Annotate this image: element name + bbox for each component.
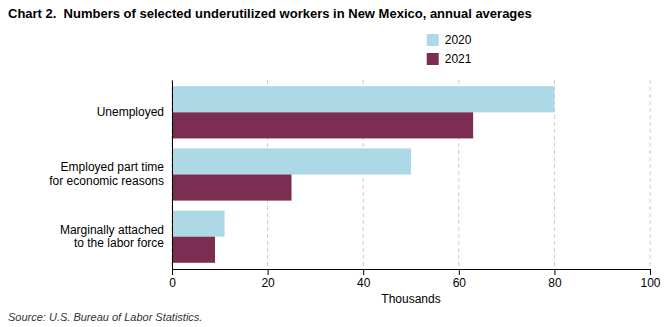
axis-line [173,270,651,276]
bar [172,237,215,263]
legend-label: 2020 [445,33,472,47]
tick: Employed part timefor economic reasons [49,160,164,188]
tick-label: Marginally attachedto the labor force [60,223,164,251]
axis-line [172,81,173,270]
x-label: Thousands [381,292,440,306]
bar [172,86,554,112]
tick-label: Employed part timefor economic reasons [49,160,164,188]
tick: 0 [169,269,176,290]
legend-label: 2021 [445,52,472,66]
legend-swatch [427,34,439,46]
tick-mark [459,269,460,275]
tick: 80 [548,269,562,290]
legend-item: 2020 [427,33,472,47]
tick-label: Unemployed [97,105,164,119]
title: Chart 2. Numbers of selected underutiliz… [8,6,532,21]
tick-label: 80 [548,276,562,290]
bar [172,175,292,201]
series [172,112,473,262]
tick: 40 [357,269,371,290]
grid [172,80,650,269]
bar [172,112,473,138]
source: Source: U.S. Bureau of Labor Statistics. [8,311,202,323]
tick-mark [172,269,173,275]
tick: 100 [640,269,660,290]
tick-mark [554,269,555,275]
tick: Unemployed [97,105,164,119]
legend-item: 2021 [427,52,472,66]
tick: 20 [261,269,275,290]
plot: 0 20 40 60 80 100 Thousands Marginally attached… [49,80,661,306]
tick-label: 0 [169,276,176,290]
y-axis: Marginally attachedto the labor force Emp… [49,81,172,270]
tick-mark [363,269,364,275]
series [172,86,554,236]
grid-line [172,80,173,269]
bars [172,86,554,263]
tick-label: 40 [357,276,371,290]
grid-line [650,80,651,269]
tick: Marginally attachedto the labor force [60,223,164,251]
bar [172,211,225,237]
bar [172,148,411,174]
tick-label: 20 [261,276,275,290]
x-axis: 0 20 40 60 80 100 [169,269,661,290]
tick-mark [268,269,269,275]
tick-mark [650,269,651,275]
chart: Chart 2. Numbers of selected underutiliz… [0,0,672,327]
legend: 2020 2021 [427,33,472,66]
tick: 60 [453,269,467,290]
legend-swatch [427,53,439,65]
tick-label: 60 [453,276,467,290]
tick-label: 100 [640,276,660,290]
